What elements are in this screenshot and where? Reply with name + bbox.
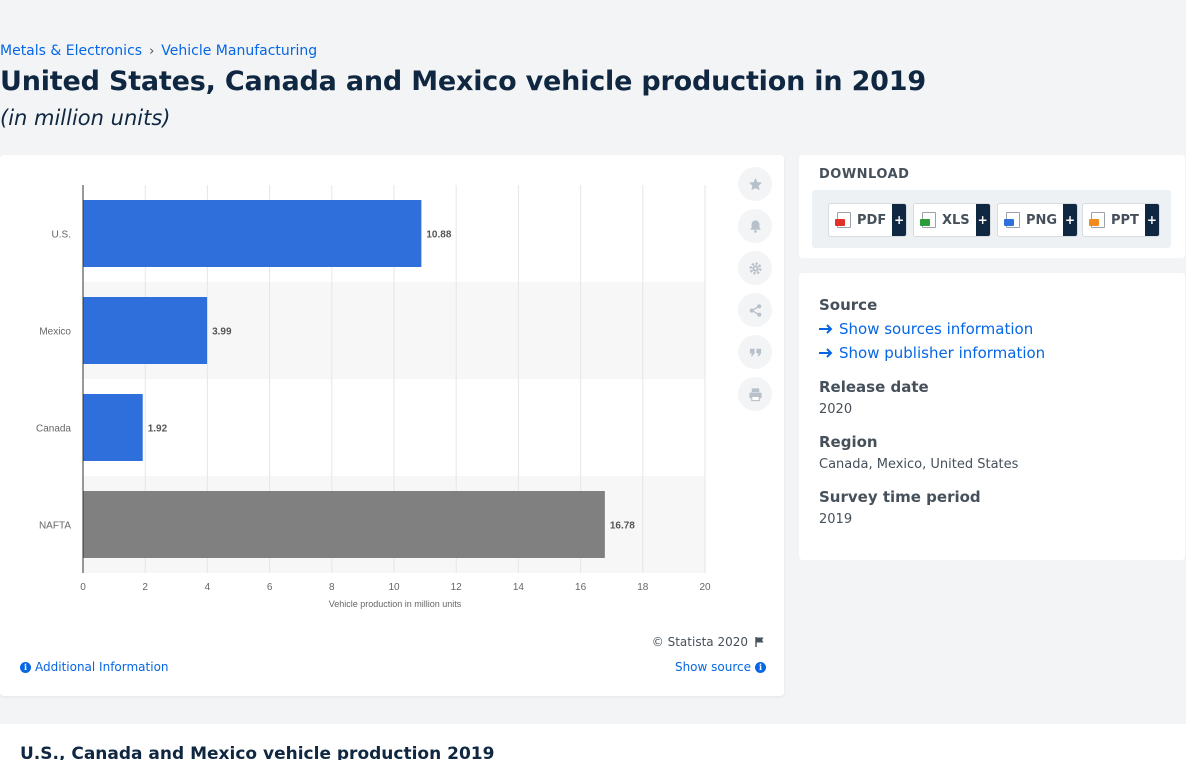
chart-card: 0 2 4 6 8 10 12 14 16 18 20 U.S. 10.88 Mexico 3.99 Cana… (0, 155, 784, 696)
breadcrumb-separator: › (149, 43, 155, 59)
x-tick-label: 4 (205, 582, 211, 593)
value-label: 16.78 (610, 521, 635, 532)
region-value: Canada, Mexico, United States (819, 457, 1019, 472)
x-tick-label: 10 (388, 582, 400, 593)
survey-period-label: Survey time period (819, 488, 981, 506)
page-title: United States, Canada and Mexico vehicle… (0, 66, 926, 97)
survey-period-value: 2019 (819, 512, 853, 527)
additional-information-label: Additional Information (35, 660, 169, 674)
flag-icon[interactable] (754, 636, 766, 648)
download-buttons: PDF + XLS + PNG + PPT + (812, 190, 1171, 248)
page-subtitle: (in million units) (0, 106, 171, 130)
release-date-label: Release date (819, 378, 929, 396)
star-icon[interactable] (738, 167, 772, 201)
info-icon: i (20, 661, 31, 673)
png-file-icon (1004, 212, 1020, 228)
download-pdf-label: PDF (857, 212, 887, 228)
bar (83, 297, 208, 364)
xls-file-icon (920, 212, 936, 228)
category-label: Canada (36, 424, 71, 435)
value-label: 3.99 (212, 327, 232, 338)
quote-icon[interactable] (738, 335, 772, 369)
x-tick-label: 0 (80, 582, 86, 593)
value-label: 10.88 (426, 230, 451, 241)
show-sources-label: Show sources information (839, 320, 1034, 338)
show-sources-link[interactable]: Show sources information (819, 320, 1033, 338)
download-ppt-plus[interactable]: + (1144, 204, 1159, 236)
ppt-file-icon (1089, 212, 1105, 228)
download-png-button[interactable]: PNG + (997, 203, 1079, 237)
download-xls-plus[interactable]: + (975, 204, 990, 236)
gear-icon[interactable] (738, 251, 772, 285)
arrow-right-icon (819, 324, 833, 334)
x-tick-label: 20 (699, 582, 711, 593)
region-label: Region (819, 433, 878, 451)
bar (83, 491, 605, 558)
download-pdf-plus[interactable]: + (892, 204, 907, 236)
bar-chart: 0 2 4 6 8 10 12 14 16 18 20 U.S. 10.88 Mexico 3.99 Cana… (36, 185, 711, 609)
show-publisher-label: Show publisher information (839, 344, 1046, 362)
category-label: Mexico (39, 327, 71, 338)
download-png-label: PNG (1026, 212, 1058, 228)
bottom-section: U.S., Canada and Mexico vehicle producti… (0, 724, 1186, 760)
source-label: Source (819, 296, 878, 314)
statistic-info-panel: Source Show sources information Show pub… (799, 273, 1185, 560)
download-panel: DOWNLOAD PDF + XLS + PNG + PPT + (799, 155, 1185, 258)
x-tick-label: 8 (329, 582, 335, 593)
bottom-section-title: U.S., Canada and Mexico vehicle producti… (20, 744, 495, 760)
bar (83, 200, 422, 267)
breadcrumb-metals-electronics[interactable]: Metals & Electronics (0, 43, 143, 59)
x-tick-label: 18 (637, 582, 649, 593)
download-xls-button[interactable]: XLS + (913, 203, 991, 237)
x-axis-title: Vehicle production in million units (329, 599, 462, 609)
bell-icon[interactable] (738, 209, 772, 243)
info-icon: i (755, 661, 766, 673)
download-xls-label: XLS (942, 212, 970, 228)
download-pdf-button[interactable]: PDF + (828, 203, 908, 237)
download-ppt-button[interactable]: PPT + (1082, 203, 1160, 237)
x-tick-label: 14 (513, 582, 525, 593)
download-ppt-label: PPT (1111, 212, 1139, 228)
category-label: U.S. (52, 230, 71, 241)
show-source-link[interactable]: Show source i (675, 660, 766, 674)
pdf-file-icon (835, 212, 851, 228)
x-tick-label: 16 (575, 582, 587, 593)
download-title: DOWNLOAD (819, 167, 910, 182)
x-tick-label: 6 (267, 582, 273, 593)
release-date-value: 2020 (819, 402, 853, 417)
show-publisher-link[interactable]: Show publisher information (819, 344, 1045, 362)
print-icon[interactable] (738, 377, 772, 411)
category-label: NAFTA (39, 521, 71, 532)
breadcrumb-vehicle-manufacturing[interactable]: Vehicle Manufacturing (161, 43, 318, 59)
x-tick-label: 12 (451, 582, 463, 593)
arrow-right-icon (819, 348, 833, 358)
bar (83, 394, 143, 461)
share-icon[interactable] (738, 293, 772, 327)
breadcrumb: Metals & Electronics › Vehicle Manufactu… (0, 43, 317, 59)
download-png-plus[interactable]: + (1063, 204, 1078, 236)
chart-toolbar (738, 167, 772, 419)
copyright: © Statista 2020 (652, 635, 766, 649)
additional-information-link[interactable]: i Additional Information (20, 660, 169, 674)
show-source-label: Show source (674, 660, 751, 674)
copyright-text: © Statista 2020 (651, 635, 748, 649)
x-tick-label: 2 (142, 582, 148, 593)
value-label: 1.92 (148, 424, 168, 435)
